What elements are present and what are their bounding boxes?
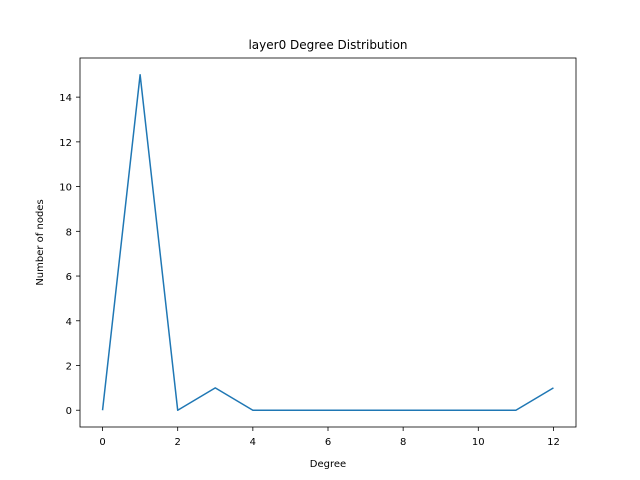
x-tick-label: 10 xyxy=(472,437,485,448)
chart-title: layer0 Degree Distribution xyxy=(248,38,407,52)
x-tick-label: 8 xyxy=(400,437,406,448)
y-tick-label: 0 xyxy=(66,406,72,417)
y-tick-label: 2 xyxy=(66,362,72,373)
x-tick-label: 0 xyxy=(99,437,105,448)
y-tick-label: 12 xyxy=(59,138,72,149)
y-tick-label: 14 xyxy=(59,93,72,104)
axes-frame xyxy=(79,57,577,428)
y-tick-label: 10 xyxy=(59,183,72,194)
x-tick-label: 12 xyxy=(547,437,560,448)
axis-ticks: 0 2 4 6 8 10 12 0 2 4 6 8 10 12 14 xyxy=(59,93,560,448)
x-tick-label: 6 xyxy=(325,437,331,448)
plot-area xyxy=(101,74,554,411)
x-tick-label: 4 xyxy=(250,437,256,448)
y-tick-label: 8 xyxy=(66,227,72,238)
y-tick-label: 6 xyxy=(66,272,72,283)
series-line xyxy=(101,74,554,411)
y-tick-label: 4 xyxy=(66,317,72,328)
x-axis-label: Degree xyxy=(310,459,346,470)
y-axis-label: Number of nodes xyxy=(35,199,46,285)
x-tick-label: 2 xyxy=(175,437,181,448)
